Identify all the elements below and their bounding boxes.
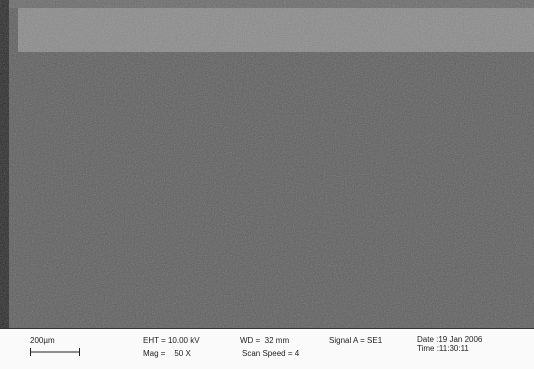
time: Time :11:30:11 xyxy=(417,344,469,353)
signal: Signal A = SE1 xyxy=(329,336,383,345)
scale-label: 200µm xyxy=(30,336,55,345)
scan-speed: Scan Speed = 4 xyxy=(242,349,300,358)
date: Date :19 Jan 2006 xyxy=(417,335,483,344)
mag: Mag = 50 X xyxy=(143,349,191,358)
noise-texture xyxy=(0,0,534,328)
eht: EHT = 10.00 kV xyxy=(143,336,200,345)
sem-image: 200µm EHT = 10.00 kV Mag = 50 X WD = 32 … xyxy=(0,0,534,369)
wd: WD = 32 mm xyxy=(240,336,289,345)
